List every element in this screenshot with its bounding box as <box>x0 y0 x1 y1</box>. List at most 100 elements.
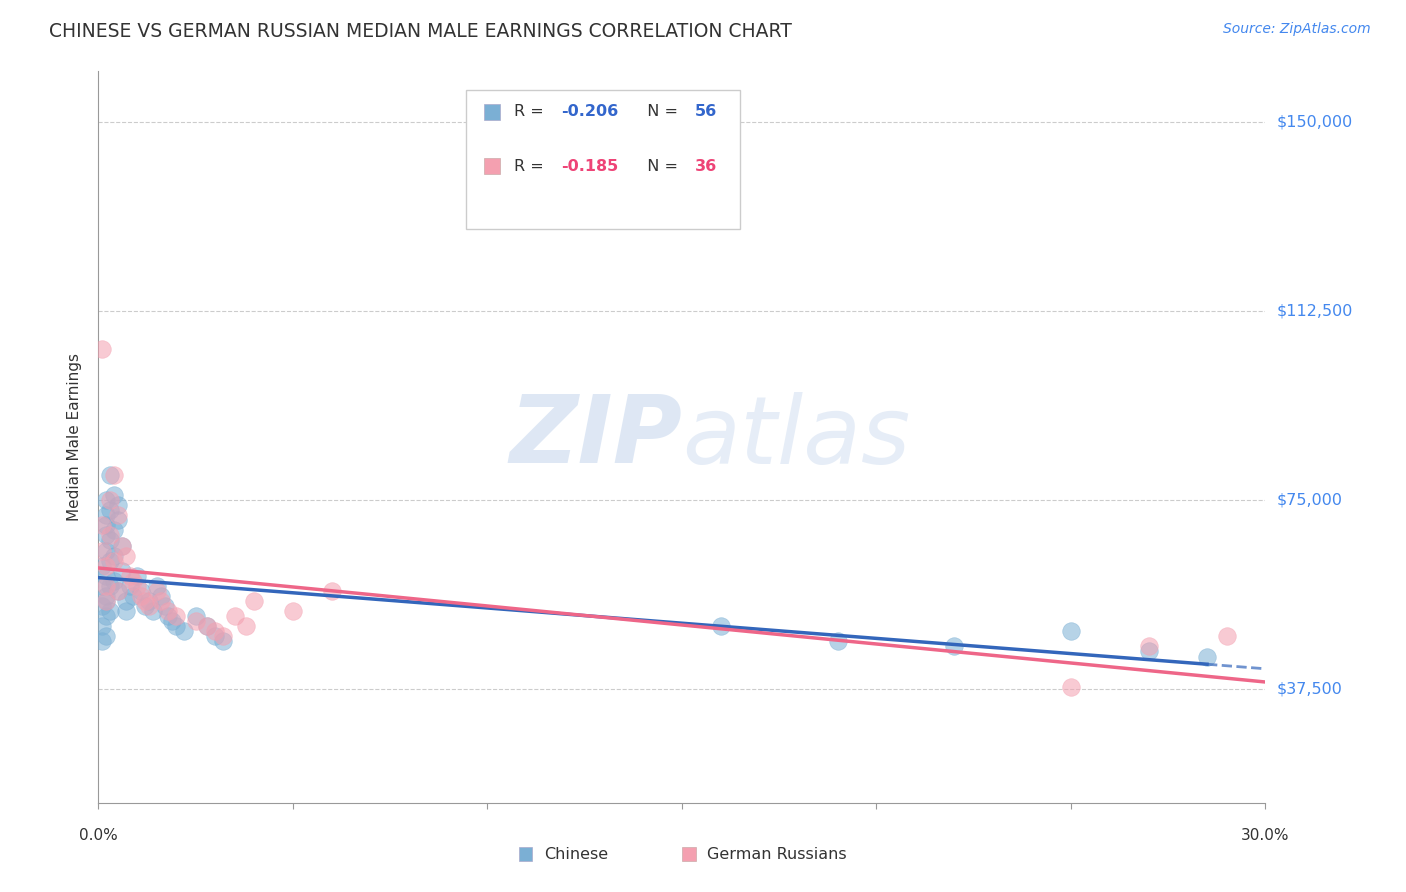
Point <box>91 543 114 558</box>
Point <box>96 543 118 558</box>
Point <box>111 539 134 553</box>
Point <box>212 634 235 648</box>
Point <box>96 518 118 533</box>
Text: $112,500: $112,500 <box>1277 303 1353 318</box>
Point <box>1137 640 1160 654</box>
Point <box>134 599 156 613</box>
Point <box>98 579 121 593</box>
Point <box>149 594 172 608</box>
Point <box>281 604 304 618</box>
Point <box>827 634 849 648</box>
Bar <box>682 847 696 861</box>
Point <box>153 599 176 613</box>
Point <box>103 554 125 568</box>
Point <box>91 579 114 593</box>
Text: ZIP: ZIP <box>509 391 682 483</box>
Point <box>114 594 136 608</box>
Point <box>142 604 165 618</box>
Point <box>1195 649 1218 664</box>
Point <box>212 629 235 643</box>
Point <box>98 493 121 508</box>
Point <box>184 609 207 624</box>
Point <box>114 604 136 618</box>
Point <box>98 604 121 618</box>
Text: 30.0%: 30.0% <box>1241 828 1289 843</box>
Point <box>103 574 125 588</box>
Point <box>165 609 187 624</box>
Point <box>122 574 145 588</box>
Point <box>710 619 733 633</box>
Point <box>162 614 184 628</box>
Point <box>96 629 118 643</box>
Point <box>118 579 141 593</box>
Text: 36: 36 <box>695 159 717 174</box>
Point <box>114 549 136 563</box>
Point <box>98 533 121 548</box>
Point <box>96 528 118 542</box>
Point <box>165 619 187 633</box>
Point <box>103 524 125 538</box>
Point <box>91 599 114 613</box>
Point <box>91 634 114 648</box>
Point <box>204 624 226 639</box>
Point <box>146 583 169 598</box>
Point <box>107 508 129 523</box>
Point <box>129 589 152 603</box>
Point <box>146 579 169 593</box>
Text: $150,000: $150,000 <box>1277 114 1353 129</box>
Point <box>1137 644 1160 658</box>
Point <box>91 558 114 573</box>
Point <box>1060 624 1083 639</box>
Text: German Russians: German Russians <box>707 847 846 862</box>
Text: -0.185: -0.185 <box>561 159 619 174</box>
Point <box>96 579 118 593</box>
Point <box>122 589 145 603</box>
Point <box>195 619 218 633</box>
Text: $75,000: $75,000 <box>1277 492 1343 508</box>
Point <box>91 518 114 533</box>
Y-axis label: Median Male Earnings: Median Male Earnings <box>67 353 83 521</box>
Point <box>107 498 129 512</box>
Point <box>138 594 160 608</box>
Bar <box>519 847 533 861</box>
Text: Chinese: Chinese <box>544 847 607 862</box>
Point <box>943 640 966 654</box>
Text: CHINESE VS GERMAN RUSSIAN MEDIAN MALE EARNINGS CORRELATION CHART: CHINESE VS GERMAN RUSSIAN MEDIAN MALE EA… <box>49 22 792 41</box>
Point <box>157 609 180 624</box>
Point <box>235 619 257 633</box>
Point <box>127 569 149 583</box>
Point <box>129 583 152 598</box>
Text: R =: R = <box>515 159 550 174</box>
Point <box>103 488 125 502</box>
Point <box>96 589 118 603</box>
Bar <box>465 90 741 228</box>
Point <box>149 589 172 603</box>
Point <box>96 609 118 624</box>
Point <box>96 508 118 523</box>
Text: $37,500: $37,500 <box>1277 681 1343 697</box>
Point <box>321 583 343 598</box>
Point <box>98 503 121 517</box>
Point <box>107 583 129 598</box>
Point <box>195 619 218 633</box>
Point <box>134 594 156 608</box>
Point <box>96 569 118 583</box>
Point <box>96 594 118 608</box>
Point <box>107 583 129 598</box>
Bar <box>484 159 501 175</box>
Point <box>118 569 141 583</box>
Point <box>111 539 134 553</box>
Text: N =: N = <box>637 104 683 120</box>
Point <box>96 493 118 508</box>
Point <box>96 594 118 608</box>
Point <box>157 604 180 618</box>
Point <box>107 513 129 527</box>
Point <box>91 619 114 633</box>
Text: Source: ZipAtlas.com: Source: ZipAtlas.com <box>1223 22 1371 37</box>
Text: atlas: atlas <box>682 392 910 483</box>
Text: -0.206: -0.206 <box>561 104 619 120</box>
Point <box>184 614 207 628</box>
Point <box>204 629 226 643</box>
Text: 0.0%: 0.0% <box>79 828 118 843</box>
Point <box>103 549 125 563</box>
